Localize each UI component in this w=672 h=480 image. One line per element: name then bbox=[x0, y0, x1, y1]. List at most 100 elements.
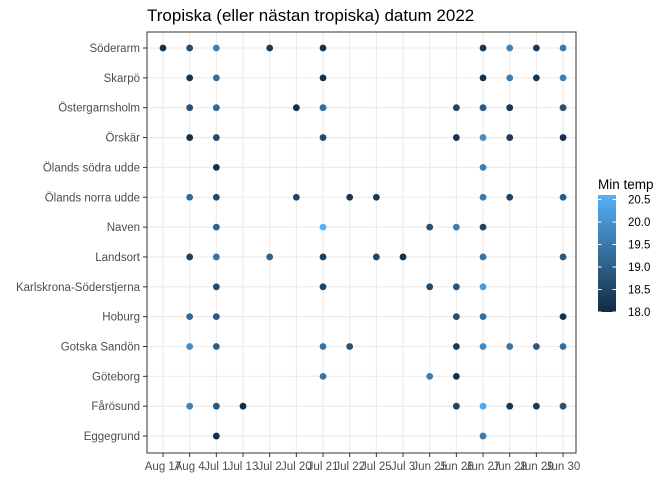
data-point bbox=[506, 74, 514, 82]
data-point bbox=[319, 44, 327, 52]
data-point bbox=[186, 313, 194, 321]
data-point bbox=[319, 104, 327, 112]
y-axis: Söderarm Skarpö Östergarnsholm Örskär Ölands… bbox=[16, 43, 147, 443]
data-point bbox=[266, 253, 274, 261]
data-point bbox=[559, 193, 567, 201]
data-point bbox=[479, 193, 487, 201]
x-tick-label: Jul 1 bbox=[204, 461, 228, 473]
data-point bbox=[186, 402, 194, 410]
data-point bbox=[186, 343, 194, 350]
data-point bbox=[452, 134, 460, 141]
y-tick-label: Söderarm bbox=[90, 43, 141, 55]
x-tick-label: Jul 21 bbox=[308, 461, 339, 473]
data-point bbox=[212, 134, 220, 141]
data-point bbox=[372, 253, 380, 261]
x-tick-label: Jun 29 bbox=[519, 461, 554, 473]
data-point bbox=[212, 223, 220, 231]
data-point bbox=[212, 313, 220, 321]
data-point bbox=[532, 402, 540, 410]
data-point bbox=[346, 193, 354, 201]
data-point bbox=[186, 74, 194, 82]
x-tick-label: Aug 17 bbox=[145, 461, 181, 473]
data-point bbox=[479, 74, 487, 82]
data-point bbox=[559, 74, 567, 82]
data-point bbox=[559, 104, 567, 112]
data-point bbox=[292, 104, 300, 112]
data-point bbox=[319, 343, 327, 350]
x-tick-label: Jun 26 bbox=[439, 461, 474, 473]
data-point bbox=[212, 74, 220, 82]
data-point bbox=[186, 44, 194, 52]
data-point bbox=[186, 193, 194, 201]
y-tick-label: Skarpö bbox=[104, 73, 140, 85]
y-tick-label: Gotska Sandön bbox=[61, 342, 140, 354]
data-point bbox=[212, 164, 220, 171]
x-tick-label: Jul 13 bbox=[228, 461, 259, 473]
x-tick-label: Jul 20 bbox=[281, 461, 312, 473]
y-tick-label: Fårösund bbox=[91, 401, 140, 413]
data-point bbox=[426, 372, 434, 380]
data-point bbox=[452, 223, 460, 231]
data-point bbox=[559, 44, 567, 52]
legend-title: Min temp bbox=[598, 177, 654, 192]
data-point bbox=[186, 253, 194, 261]
data-point bbox=[212, 104, 220, 112]
data-point bbox=[186, 104, 194, 112]
data-point bbox=[426, 223, 434, 231]
major-gridlines bbox=[147, 32, 576, 453]
legend-tick-label: 19.5 bbox=[628, 240, 650, 252]
legend-tick-label: 18.5 bbox=[628, 285, 650, 297]
x-tick-label: Jun 27 bbox=[466, 461, 501, 473]
x-tick-label: Jun 28 bbox=[492, 461, 527, 473]
data-point bbox=[319, 134, 327, 141]
data-point bbox=[559, 343, 567, 350]
data-point bbox=[506, 402, 514, 410]
data-point bbox=[532, 44, 540, 52]
data-point bbox=[479, 402, 487, 410]
legend-tick-label: 20.5 bbox=[628, 195, 650, 207]
data-point bbox=[212, 253, 220, 261]
x-tick-label: Jul 3 bbox=[391, 461, 415, 473]
x-tick-label: Jul 22 bbox=[334, 461, 365, 473]
data-point bbox=[292, 193, 300, 201]
y-tick-label: Eggegrund bbox=[84, 431, 140, 443]
data-point bbox=[212, 283, 220, 291]
y-tick-label: Göteborg bbox=[92, 371, 140, 383]
data-point bbox=[319, 283, 327, 291]
data-point bbox=[212, 193, 220, 201]
y-tick-label: Karlskrona-Söderstjerna bbox=[16, 282, 141, 294]
x-tick-label: Aug 4 bbox=[175, 461, 206, 473]
data-point bbox=[479, 44, 487, 52]
legend: Min temp 18.0 18.5 19.0 19.5 20.0 20.5 bbox=[598, 177, 654, 319]
chart-title: Tropiska (eller nästan tropiska) datum 2… bbox=[147, 6, 474, 25]
data-point bbox=[266, 44, 274, 52]
data-point bbox=[452, 104, 460, 112]
data-point bbox=[452, 402, 460, 410]
data-point bbox=[506, 44, 514, 52]
data-point bbox=[452, 283, 460, 291]
data-point bbox=[532, 343, 540, 350]
legend-tick-label: 19.0 bbox=[628, 262, 650, 274]
data-points bbox=[159, 44, 567, 440]
data-point bbox=[346, 343, 354, 350]
x-tick-label: Jun 25 bbox=[412, 461, 447, 473]
data-point bbox=[479, 164, 487, 171]
data-point bbox=[319, 223, 327, 231]
data-point bbox=[506, 104, 514, 112]
y-tick-label: Östergarnsholm bbox=[58, 103, 140, 115]
data-point bbox=[452, 372, 460, 380]
data-point bbox=[506, 193, 514, 201]
data-point bbox=[319, 372, 327, 380]
data-point bbox=[559, 253, 567, 261]
data-point bbox=[479, 104, 487, 112]
data-point bbox=[319, 74, 327, 82]
data-point bbox=[212, 402, 220, 410]
data-point bbox=[452, 313, 460, 321]
data-point bbox=[212, 343, 220, 350]
data-point bbox=[532, 74, 540, 82]
x-tick-label: Jun 30 bbox=[546, 461, 581, 473]
y-tick-label: Örskär bbox=[106, 133, 141, 145]
data-point bbox=[506, 134, 514, 141]
